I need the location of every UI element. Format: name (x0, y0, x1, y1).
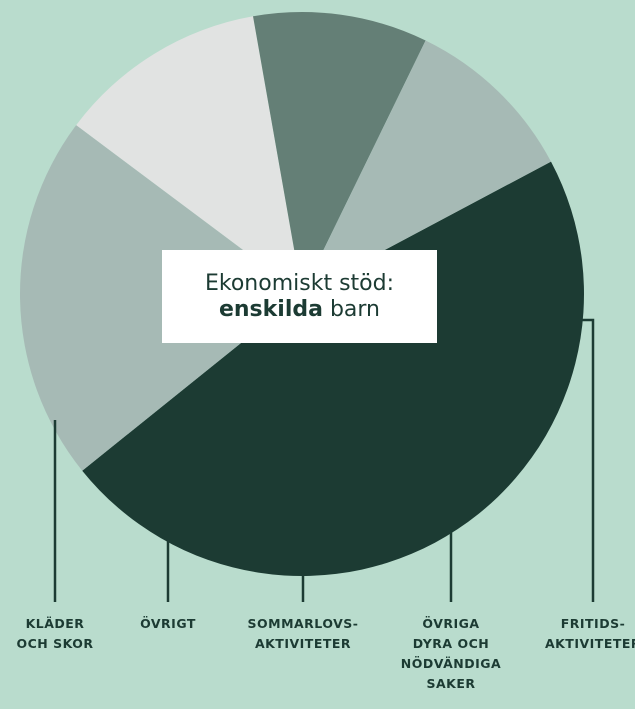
slice-label-line: ÖVRIGT (140, 616, 196, 631)
chart-title-line2: enskilda barn (219, 297, 380, 323)
slice-label-line: AKTIVITETER (544, 636, 635, 651)
chart-title-bold: enskilda (218, 296, 323, 322)
slice-label-line: DYRA OCH (412, 636, 490, 651)
chart-title-box: Ekonomiskt stöd: enskilda barn (162, 250, 437, 343)
pie-slice-1 (82, 161, 584, 576)
leader-line-2 (580, 318, 595, 602)
slice-label-line: AKTIVITETER (254, 636, 352, 651)
slice-label-line: ÖVRIGA (422, 616, 480, 631)
slice-label-line: OCH SKOR (16, 636, 94, 651)
slice-label-line: SOMMARLOVS- (247, 616, 359, 631)
pie-slice-2 (20, 125, 303, 471)
slice-label-line: SAKER (426, 676, 476, 691)
chart-title-rest: barn (329, 296, 381, 322)
slice-label-3: ÖVRIGA DYRA OCH NÖDVÄNDIGA SAKER (391, 614, 511, 694)
pie-slice-5 (302, 40, 551, 295)
slice-label-1: KLÄDER OCH SKOR (0, 614, 110, 654)
pie-slice-3 (76, 16, 302, 295)
slice-label-line: NÖDVÄNDIGA (400, 656, 502, 671)
slice-label-line: KLÄDER (25, 616, 85, 631)
chart-title-line1: Ekonomiskt stöd: (204, 270, 394, 296)
slice-label-2: FRITIDS- AKTIVITETER (538, 614, 635, 654)
pie-slice-4 (253, 12, 426, 294)
slice-label-5: ÖVRIGT (123, 614, 213, 634)
slice-label-4: SOMMARLOVS- AKTIVITETER (233, 614, 373, 654)
slice-label-line: FRITIDS- (560, 616, 626, 631)
